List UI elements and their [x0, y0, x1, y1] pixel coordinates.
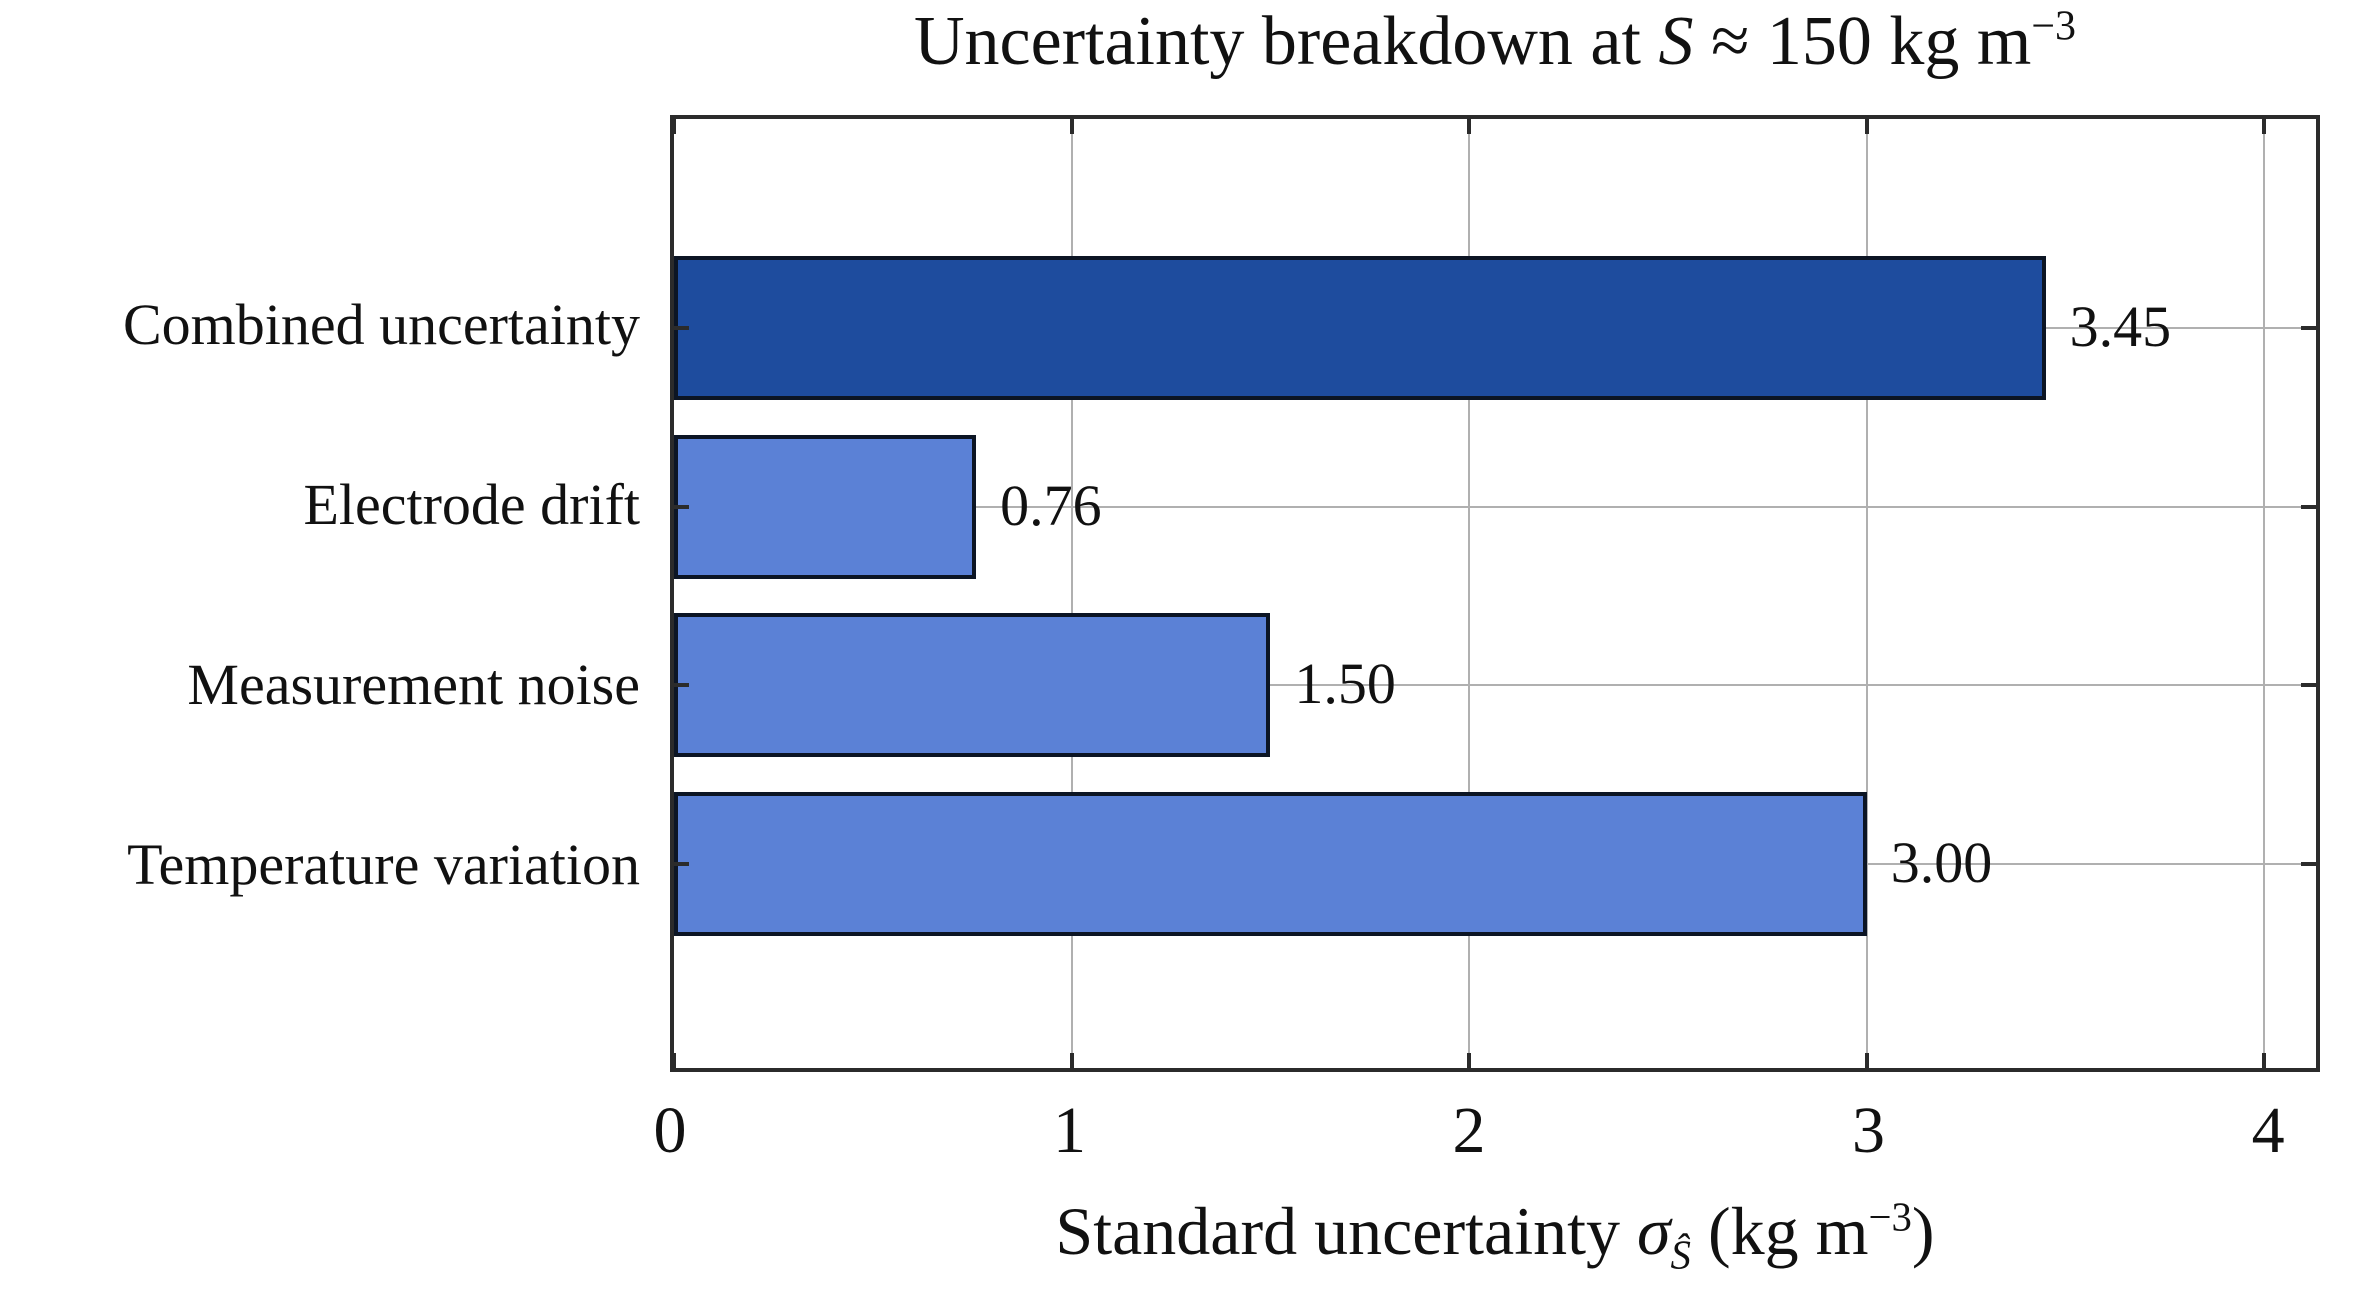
text-segment: Standard uncertainty	[1055, 1193, 1637, 1269]
x-tick-top-4	[2262, 119, 2267, 134]
value-label-measurement-noise: 1.50	[1294, 651, 1396, 717]
x-tick-top-2	[1467, 119, 1472, 134]
y-tick-right-3	[2301, 861, 2316, 866]
category-label-temperature-variation: Temperature variation	[127, 832, 640, 898]
value-label-electrode-drift: 0.76	[1000, 472, 1102, 538]
text-segment: Ŝ	[1670, 1232, 1691, 1278]
category-label-measurement-noise: Measurement noise	[187, 652, 640, 718]
y-tick-left-0	[674, 326, 689, 331]
x-tick-label-3: 3	[1852, 1094, 1886, 1167]
x-tick-top-1	[1069, 119, 1074, 134]
x-tick-label-1: 1	[1053, 1094, 1087, 1167]
gridline-row-2	[674, 684, 2316, 687]
text-segment: S	[1658, 3, 1694, 80]
value-label-combined-uncertainty: 3.45	[2069, 294, 2172, 360]
x-tick-bottom-4	[2262, 1053, 2267, 1068]
bar-temperature-variation	[674, 791, 1867, 936]
text-segment: )	[1911, 1193, 1935, 1269]
gridline-row-1	[674, 505, 2316, 508]
y-tick-left-2	[674, 683, 689, 688]
text-segment: −3	[1868, 1194, 1912, 1240]
category-label-combined-uncertainty: Combined uncertainty	[122, 292, 640, 358]
text-segment: (kg m	[1690, 1193, 1869, 1269]
x-tick-bottom-3	[1864, 1053, 1869, 1068]
y-tick-right-0	[2301, 326, 2316, 331]
plot-area: 3.45 0.76 1.50 3.00	[670, 115, 2320, 1072]
text-segment: −3	[2031, 3, 2076, 50]
x-axis-label: Standard uncertainty σŜ (kg m−3)	[670, 1193, 2320, 1276]
bar-electrode-drift	[674, 434, 977, 579]
text-segment: ≈ 150 kg m	[1693, 3, 2032, 80]
x-tick-bottom-1	[1069, 1053, 1074, 1068]
bar-measurement-noise	[674, 613, 1271, 758]
bar-combined-uncertainty	[674, 256, 2046, 401]
x-tick-top-0	[672, 119, 676, 134]
text-segment: Uncertainty breakdown at	[914, 3, 1659, 80]
x-tick-bottom-2	[1467, 1053, 1472, 1068]
x-tick-label-0: 0	[653, 1094, 687, 1167]
x-tick-bottom-0	[672, 1053, 676, 1068]
y-tick-left-3	[674, 861, 689, 866]
gridline-x-2	[1468, 119, 1471, 1068]
x-tick-label-2: 2	[1452, 1094, 1486, 1167]
y-tick-left-1	[674, 504, 689, 509]
chart-title: Uncertainty breakdown at S ≈ 150 kg m−3	[670, 2, 2320, 83]
gridline-x-4	[2263, 119, 2266, 1068]
y-tick-right-2	[2301, 683, 2316, 688]
text-segment: σ	[1637, 1193, 1671, 1269]
y-tick-right-1	[2301, 504, 2316, 509]
value-label-temperature-variation: 3.00	[1890, 829, 1993, 895]
gridline-x-1	[1070, 119, 1073, 1068]
x-tick-label-4: 4	[2251, 1094, 2285, 1167]
category-label-electrode-drift: Electrode drift	[303, 472, 640, 538]
gridline-x-3	[1865, 119, 1868, 1068]
x-tick-top-3	[1864, 119, 1869, 134]
